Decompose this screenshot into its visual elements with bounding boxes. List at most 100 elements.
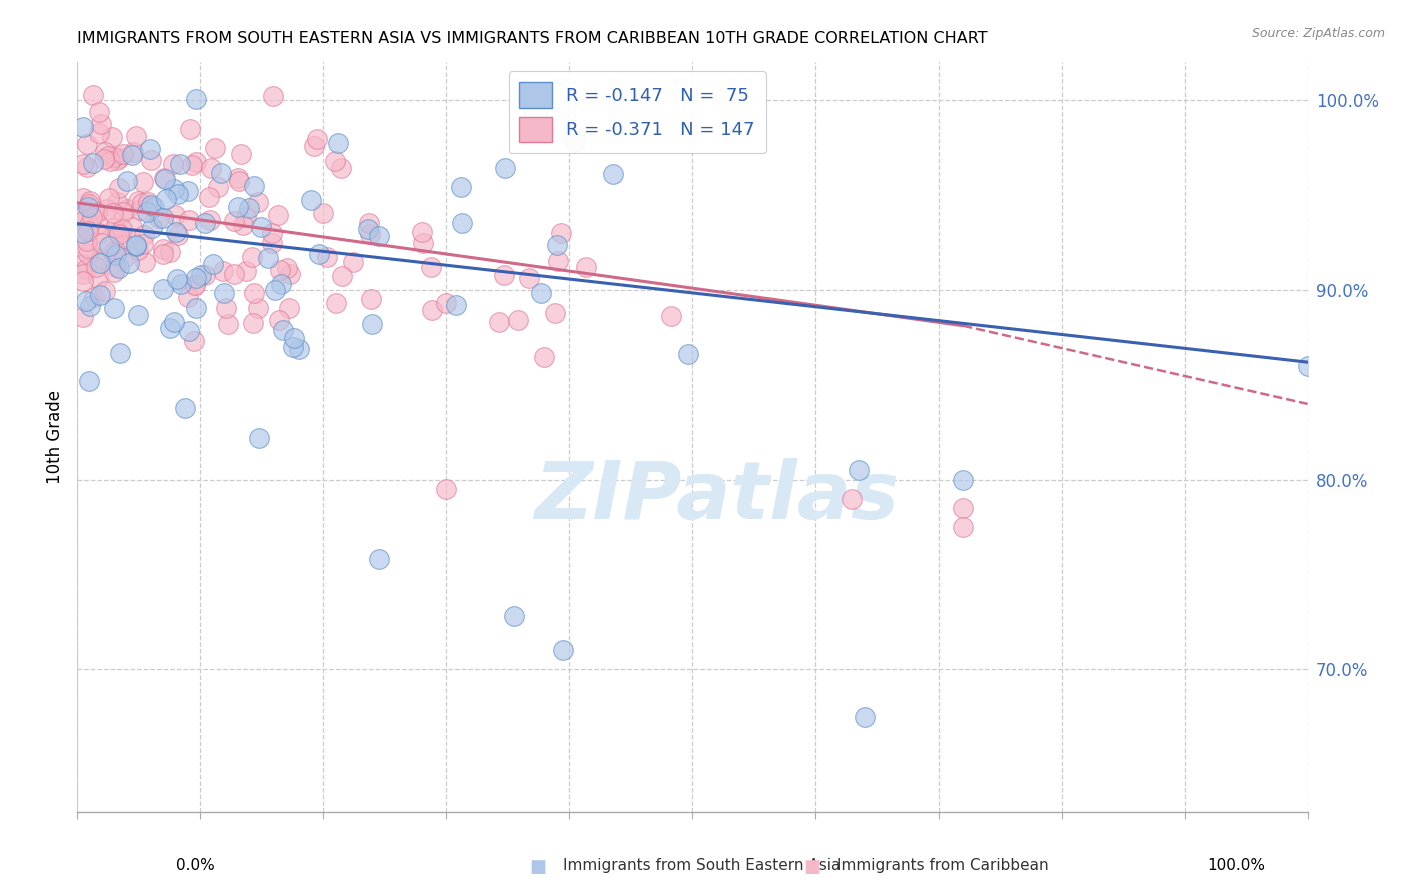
Point	[89, 127, 111, 141]
Point	[547, 254, 569, 268]
Point	[207, 179, 229, 194]
Point	[76, 235, 98, 249]
Point	[222, 267, 245, 281]
Point	[450, 179, 472, 194]
Point	[301, 193, 323, 207]
Point	[72, 257, 94, 271]
Point	[434, 296, 457, 310]
Point	[848, 463, 870, 477]
Point	[359, 227, 381, 241]
Point	[367, 552, 389, 566]
Y-axis label: 10th Grade: 10th Grade	[46, 390, 65, 484]
Point	[243, 179, 266, 194]
Text: 0.0%: 0.0%	[176, 858, 215, 873]
Point	[121, 145, 143, 159]
Point	[72, 267, 94, 281]
Point	[72, 191, 94, 205]
Point	[260, 235, 283, 250]
Point	[368, 229, 391, 244]
Point	[139, 142, 162, 156]
Point	[200, 161, 222, 175]
Point	[103, 265, 125, 279]
Point	[80, 210, 103, 224]
Point	[105, 153, 128, 167]
Point	[853, 710, 876, 724]
Point	[177, 325, 200, 339]
Point	[159, 320, 181, 334]
Point	[132, 236, 155, 251]
Point	[76, 224, 98, 238]
Point	[79, 194, 101, 209]
Point	[174, 401, 197, 416]
Point	[530, 285, 553, 300]
Point	[357, 222, 380, 236]
Point	[108, 227, 131, 242]
Point	[262, 89, 284, 103]
Text: Immigrants from Caribbean: Immigrants from Caribbean	[837, 858, 1049, 873]
Point	[242, 250, 264, 264]
Point	[952, 520, 974, 534]
Point	[316, 251, 339, 265]
Point	[98, 153, 121, 168]
Point	[550, 226, 572, 240]
Point	[190, 268, 212, 282]
Point	[270, 277, 292, 291]
Point	[83, 290, 105, 304]
Point	[72, 226, 94, 240]
Point	[97, 148, 120, 162]
Point	[231, 146, 253, 161]
Point	[127, 243, 149, 257]
Point	[544, 306, 567, 320]
Point	[264, 283, 287, 297]
Point	[162, 182, 184, 196]
Point	[357, 216, 380, 230]
Point	[283, 331, 305, 345]
Point	[152, 246, 174, 260]
Point	[197, 190, 219, 204]
Point	[117, 173, 139, 187]
Point	[325, 296, 347, 310]
Point	[79, 300, 101, 314]
Point	[186, 271, 208, 285]
Point	[90, 251, 112, 265]
Point	[79, 196, 101, 211]
Point	[131, 196, 153, 211]
Point	[186, 154, 208, 169]
Point	[202, 257, 225, 271]
Point	[269, 263, 291, 277]
Point	[250, 220, 273, 235]
Point	[218, 317, 240, 331]
Point	[132, 228, 155, 243]
Point	[155, 192, 177, 206]
Point	[841, 491, 863, 506]
Point	[412, 236, 434, 251]
Point	[94, 284, 117, 298]
Point	[170, 277, 193, 291]
Point	[153, 172, 176, 186]
Point	[118, 256, 141, 270]
Point	[93, 145, 115, 159]
Point	[125, 238, 148, 252]
Point	[112, 238, 135, 252]
Point	[1296, 359, 1319, 373]
Point	[444, 297, 467, 311]
Point	[326, 136, 349, 150]
Point	[242, 316, 264, 330]
Point	[107, 195, 129, 210]
Point	[76, 136, 98, 151]
Point	[215, 301, 238, 315]
Legend: R = -0.147   N =  75, R = -0.371   N = 147: R = -0.147 N = 75, R = -0.371 N = 147	[509, 71, 766, 153]
Point	[262, 226, 284, 240]
Point	[494, 161, 516, 176]
Point	[132, 175, 155, 189]
Point	[329, 161, 352, 175]
Point	[138, 195, 160, 210]
Point	[104, 221, 127, 235]
Point	[436, 482, 458, 496]
Point	[72, 310, 94, 325]
Point	[503, 609, 526, 624]
Point	[89, 226, 111, 240]
Point	[176, 290, 198, 304]
Point	[181, 158, 204, 172]
Point	[152, 211, 174, 225]
